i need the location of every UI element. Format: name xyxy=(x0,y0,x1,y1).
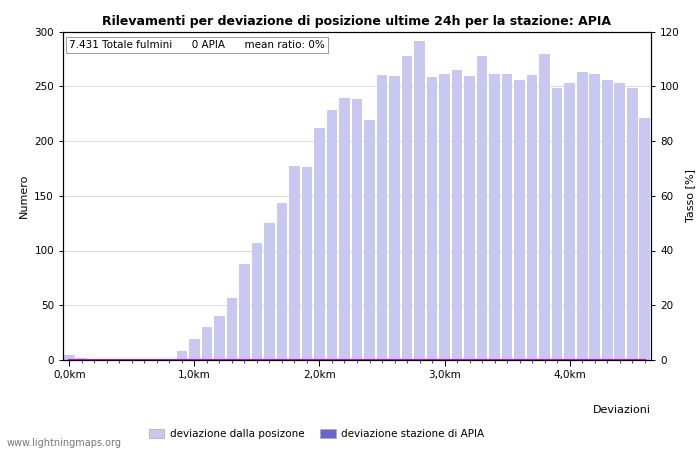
Bar xyxy=(452,70,463,360)
Bar xyxy=(289,166,300,360)
Bar xyxy=(89,359,99,360)
Y-axis label: Numero: Numero xyxy=(19,174,29,218)
Bar xyxy=(364,120,374,360)
Bar xyxy=(139,359,150,360)
Text: 7.431 Totale fulmini      0 APIA      mean ratio: 0%: 7.431 Totale fulmini 0 APIA mean ratio: … xyxy=(69,40,325,50)
Bar xyxy=(227,297,237,360)
Bar xyxy=(302,167,312,360)
Bar xyxy=(151,359,162,360)
Bar xyxy=(552,89,563,360)
Bar xyxy=(351,99,363,360)
Y-axis label: Tasso [%]: Tasso [%] xyxy=(685,169,695,222)
Bar xyxy=(340,98,350,360)
Bar xyxy=(589,74,600,360)
Title: Rilevamenti per deviazione di posizione ultime 24h per la stazione: APIA: Rilevamenti per deviazione di posizione … xyxy=(102,14,612,27)
Bar xyxy=(564,83,575,360)
Bar xyxy=(314,128,325,360)
Bar xyxy=(489,74,500,360)
Bar xyxy=(76,358,87,360)
Bar xyxy=(102,359,112,360)
Bar xyxy=(539,54,550,360)
Bar xyxy=(464,76,475,360)
Text: Deviazioni: Deviazioni xyxy=(593,405,651,415)
Bar xyxy=(627,89,638,360)
Bar xyxy=(251,243,262,360)
Bar xyxy=(327,110,337,360)
Bar xyxy=(276,203,287,360)
Bar xyxy=(377,75,387,360)
Text: www.lightningmaps.org: www.lightningmaps.org xyxy=(7,438,122,448)
Bar xyxy=(615,83,625,360)
Bar xyxy=(64,355,75,360)
Bar xyxy=(527,75,538,360)
Bar xyxy=(514,80,525,360)
Bar xyxy=(440,74,450,360)
Bar xyxy=(502,74,512,360)
Bar xyxy=(402,56,412,360)
Bar xyxy=(127,359,137,360)
Bar xyxy=(214,316,225,360)
Bar xyxy=(239,264,250,360)
Bar xyxy=(202,327,212,360)
Bar xyxy=(477,56,487,360)
Bar xyxy=(114,359,125,360)
Bar xyxy=(427,77,438,360)
Bar xyxy=(639,118,650,360)
Bar xyxy=(577,72,587,360)
Bar xyxy=(414,41,425,360)
Bar xyxy=(176,351,187,360)
Bar xyxy=(189,339,199,360)
Bar xyxy=(389,76,400,360)
Bar xyxy=(602,80,612,360)
Bar xyxy=(164,359,175,360)
Bar xyxy=(264,223,274,360)
